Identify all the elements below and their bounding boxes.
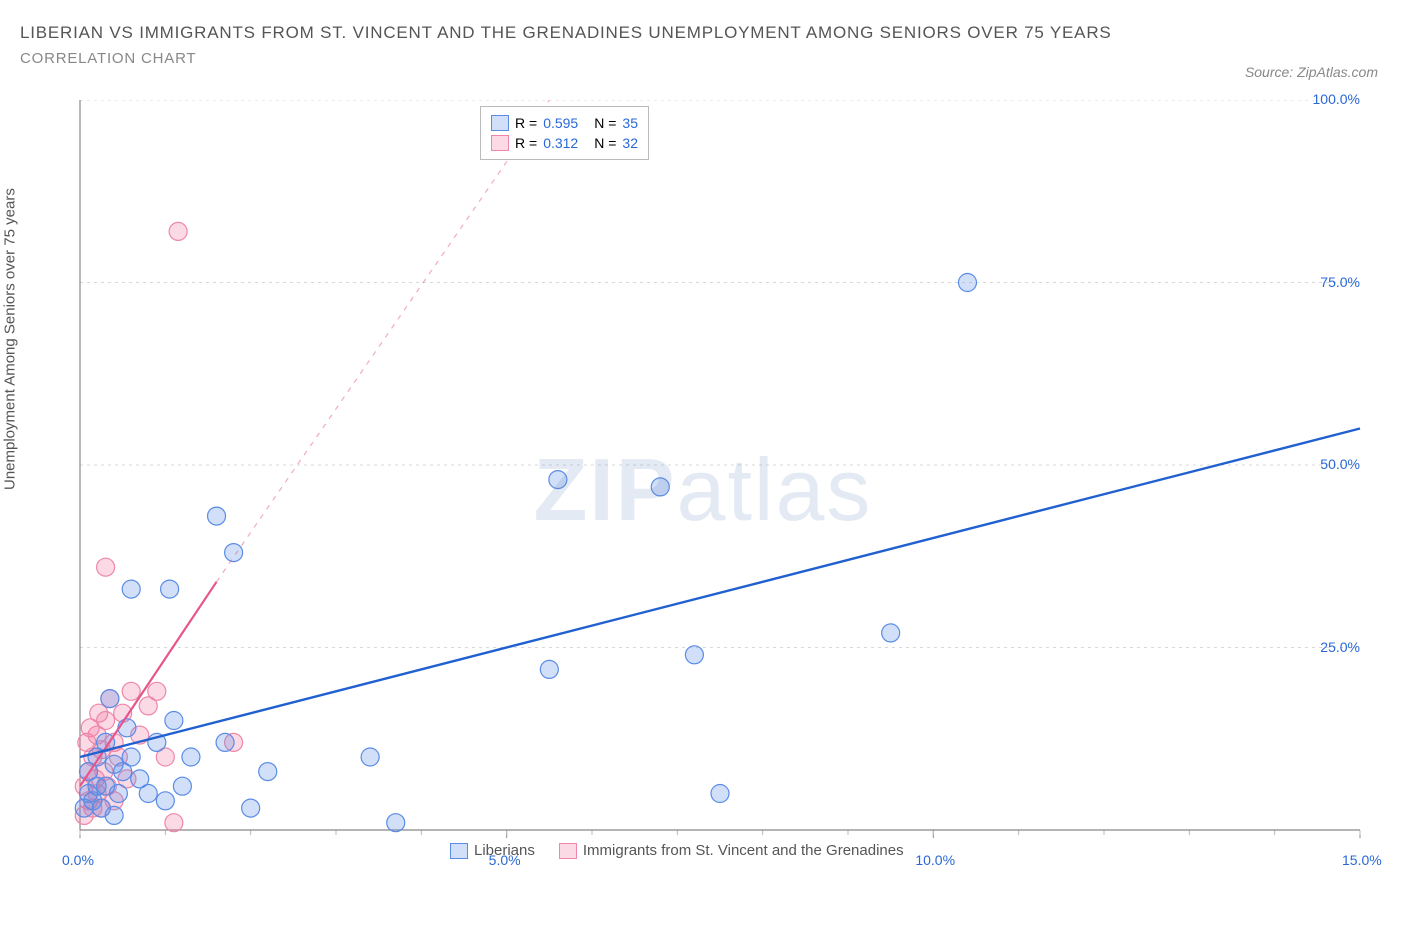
legend-swatch [491,115,509,131]
y-tick-label: 100.0% [1300,91,1360,107]
source-label: Source: ZipAtlas.com [1245,64,1378,80]
correlation-legend: R = 0.595 N = 35 R = 0.312 N = 32 [480,106,649,160]
chart-area: Unemployment Among Seniors over 75 years… [20,100,1386,880]
y-tick-label: 50.0% [1300,456,1360,472]
x-tick-label: 0.0% [62,852,94,868]
y-axis-label: Unemployment Among Seniors over 75 years [2,188,19,490]
y-tick-label: 25.0% [1300,639,1360,655]
chart-title: LIBERIAN VS IMMIGRANTS FROM ST. VINCENT … [20,20,1386,46]
x-tick-label: 15.0% [1342,852,1382,868]
legend-swatch [491,135,509,151]
legend-row: R = 0.595 N = 35 [491,113,638,133]
legend-swatch [450,843,468,859]
legend-row: R = 0.312 N = 32 [491,133,638,153]
y-tick-label: 75.0% [1300,274,1360,290]
scatter-plot [20,100,1380,880]
chart-subtitle: CORRELATION CHART [20,50,1386,67]
x-tick-label: 10.0% [915,852,955,868]
legend-swatch [559,843,577,859]
x-tick-label: 5.0% [489,852,521,868]
legend-item: Immigrants from St. Vincent and the Gren… [559,842,904,859]
